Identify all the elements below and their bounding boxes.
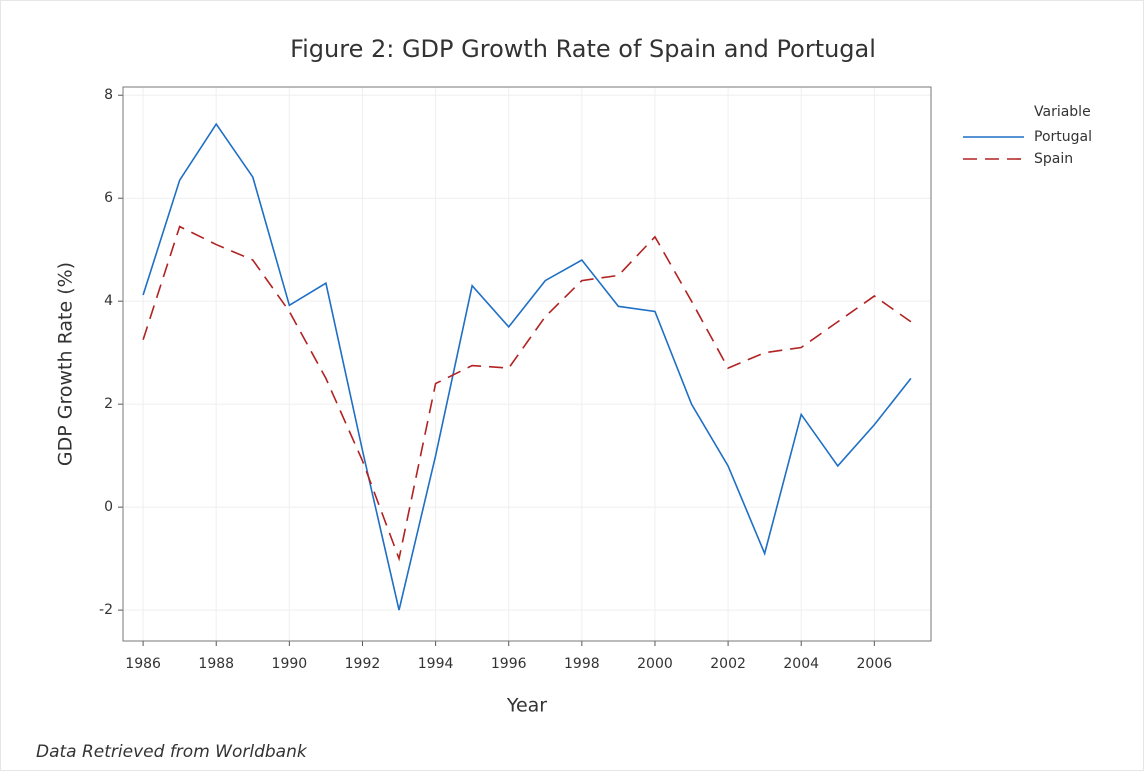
x-tick-label: 2006: [857, 656, 893, 672]
x-tick-label: 1992: [345, 656, 381, 672]
x-tick-label: 1994: [418, 656, 454, 672]
x-tick-label: 1998: [564, 656, 600, 672]
y-tick-label: 2: [104, 396, 113, 412]
y-tick-label: 4: [104, 293, 113, 309]
legend-label: Portugal: [1034, 129, 1092, 145]
plot-border: [122, 86, 932, 642]
legend-label: Spain: [1034, 151, 1073, 167]
y-tick-label: 8: [104, 87, 113, 103]
series-line: [142, 122, 912, 611]
x-tick-label: 1996: [491, 656, 527, 672]
x-tick-label: 2000: [637, 656, 673, 672]
x-tick-label: 1986: [125, 656, 161, 672]
y-tick-label: 6: [104, 190, 113, 206]
x-axis-label: Year: [506, 695, 547, 717]
x-tick-label: 1988: [198, 656, 234, 672]
y-tick-label: -2: [99, 602, 113, 618]
series-line: [142, 225, 912, 562]
caption: Data Retrieved from Worldbank: [36, 742, 308, 762]
x-tick-label: 2004: [783, 656, 819, 672]
chart-title: Figure 2: GDP Growth Rate of Spain and P…: [290, 35, 876, 63]
y-tick-label: 0: [104, 499, 113, 515]
y-axis-label: GDP Growth Rate (%): [55, 262, 77, 466]
x-tick-label: 1990: [272, 656, 308, 672]
legend-title: Variable: [1034, 104, 1091, 120]
x-tick-label: 2002: [710, 656, 746, 672]
